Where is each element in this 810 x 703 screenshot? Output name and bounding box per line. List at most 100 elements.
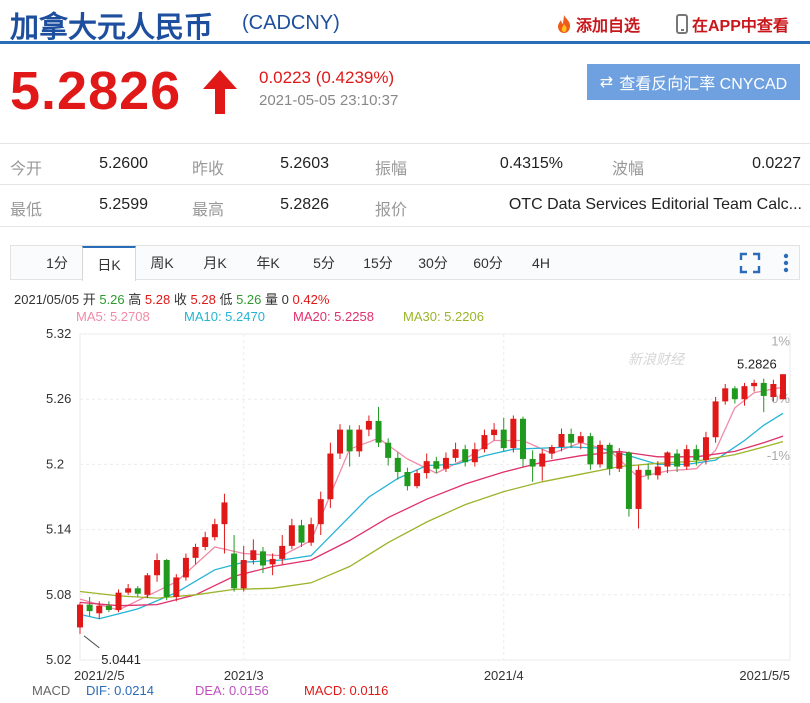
candle-body xyxy=(770,383,777,398)
candle-body xyxy=(664,452,671,467)
candle-body xyxy=(587,436,594,465)
candle-body xyxy=(654,466,661,476)
x-tick-label: 2021/5/5 xyxy=(739,668,790,682)
add-watchlist-button[interactable]: 添加自选 xyxy=(556,12,640,36)
ohlc-close: 5.28 xyxy=(190,292,216,307)
candle-body xyxy=(86,604,93,612)
prev-close-value: 5.2603 xyxy=(280,155,329,172)
wave-value: 0.0227 xyxy=(752,155,801,172)
candle-body xyxy=(269,558,276,565)
candle-body xyxy=(154,560,161,576)
candle-body xyxy=(356,429,363,452)
fire-icon xyxy=(557,15,571,33)
x-tick-label: 2021/2/5 xyxy=(74,668,125,682)
min-price-pointer xyxy=(83,635,100,649)
candle-body xyxy=(558,433,565,448)
tab-4h[interactable]: 4H xyxy=(532,255,550,271)
tab-5min[interactable]: 5分 xyxy=(313,255,335,271)
ma20-line xyxy=(79,435,784,607)
candle-body xyxy=(365,420,372,430)
candle-body xyxy=(529,458,536,467)
candle-body xyxy=(105,605,112,611)
candle-body xyxy=(741,386,748,400)
high-value: 5.2826 xyxy=(280,196,329,213)
pct-tick-label: 1% xyxy=(771,334,790,349)
candle-body xyxy=(308,524,315,543)
candle-body xyxy=(645,469,652,476)
quote-stats: 今开 5.2600 昨收 5.2603 振幅 0.4315% 波幅 0.0227… xyxy=(0,143,810,227)
candle-body xyxy=(211,524,218,538)
tab-daily[interactable]: 日K xyxy=(82,246,136,281)
candle-body xyxy=(327,453,334,500)
ohlc-pct: 0.42% xyxy=(292,292,330,307)
candle-body xyxy=(731,388,738,400)
swap-icon: ⇄ xyxy=(599,74,614,91)
candle-body xyxy=(375,420,382,443)
quote-source-value: OTC Data Services Editorial Team Calc... xyxy=(508,196,802,213)
quote-time: 2021-05-05 23:10:37 xyxy=(259,92,399,109)
candle-body xyxy=(491,429,498,436)
view-in-app-button[interactable]: 在APP中查看 xyxy=(676,12,789,36)
ma20-legend: MA20: 5.2258 xyxy=(293,309,374,324)
high-label: 高 xyxy=(128,292,142,307)
ma30-legend: MA30: 5.2206 xyxy=(403,309,484,324)
candle-body xyxy=(674,453,681,467)
candle-body xyxy=(760,382,767,396)
tab-monthly[interactable]: 月K xyxy=(203,255,227,271)
candle-body xyxy=(414,473,421,487)
candle-body xyxy=(202,537,209,547)
kline-chart[interactable]: 5.325.265.25.145.085.025%4%3%2%1%0%-1%20… xyxy=(0,322,810,682)
tab-60min[interactable]: 60分 xyxy=(473,255,503,271)
low-value: 5.2599 xyxy=(99,196,148,213)
candle-body xyxy=(298,525,305,543)
candle-body xyxy=(259,551,266,566)
candle-body xyxy=(115,592,122,611)
candle-body xyxy=(423,461,430,474)
current-price: 5.2826 xyxy=(10,61,182,121)
ohlc-summary: 2021/05/05 开 5.26 高 5.28 收 5.28 低 5.26 量… xyxy=(14,289,329,308)
open-label: 开 xyxy=(82,292,96,307)
up-arrow-icon xyxy=(203,70,237,114)
candle-body xyxy=(442,457,449,469)
x-tick-label: 2021/3 xyxy=(224,668,264,682)
reverse-rate-button[interactable]: ⇄ 查看反向汇率 CNYCAD xyxy=(587,64,800,100)
y-tick-label: 5.32 xyxy=(46,326,71,341)
tab-30min[interactable]: 30分 xyxy=(418,255,448,271)
candle-body xyxy=(702,437,709,461)
candle-body xyxy=(279,545,286,559)
candle-body xyxy=(577,436,584,443)
candle-body xyxy=(125,588,132,593)
candle-body xyxy=(510,418,517,449)
period-tabs: 1分 日K 周K 月K 年K 5分 15分 30分 60分 4H xyxy=(10,245,800,281)
candle-body xyxy=(625,452,632,509)
ohlc-open: 5.26 xyxy=(99,292,125,307)
open-value: 5.2600 xyxy=(99,155,148,172)
candle-body xyxy=(337,429,344,454)
candle-body xyxy=(182,557,189,578)
reverse-rate-label: 查看反向汇率 CNYCAD xyxy=(619,76,788,93)
tab-15min[interactable]: 15分 xyxy=(363,255,393,271)
candle-body xyxy=(96,605,103,614)
min-price-label: 5.0441 xyxy=(101,652,141,667)
macd-label: MACD xyxy=(32,683,71,698)
view-in-app-label: 在APP中查看 xyxy=(692,18,789,35)
candle-body xyxy=(548,447,555,454)
candle-body xyxy=(452,449,459,458)
tab-yearly[interactable]: 年K xyxy=(256,255,280,271)
tab-1min[interactable]: 1分 xyxy=(46,255,68,271)
ohlc-low: 5.26 xyxy=(236,292,262,307)
tab-weekly[interactable]: 周K xyxy=(150,255,174,271)
candle-body xyxy=(192,546,199,558)
stats-row: 最低 5.2599 最高 5.2826 报价 OTC Data Services… xyxy=(0,185,810,227)
candle-body xyxy=(404,472,411,487)
more-options-icon[interactable] xyxy=(775,252,797,274)
ma10-legend: MA10: 5.2470 xyxy=(184,309,265,324)
max-price-label: 5.2826 xyxy=(737,357,777,372)
candle-body xyxy=(597,444,604,465)
fullscreen-icon[interactable] xyxy=(739,252,761,274)
ohlc-date: 2021/05/05 xyxy=(14,292,80,307)
page-header: 加拿大元人民币 (CADCNY) 添加自选 在APP中查看 xyxy=(0,0,810,44)
phone-icon xyxy=(676,14,688,34)
pct-tick-label: -1% xyxy=(767,448,791,463)
stats-row: 今开 5.2600 昨收 5.2603 振幅 0.4315% 波幅 0.0227 xyxy=(0,143,810,185)
